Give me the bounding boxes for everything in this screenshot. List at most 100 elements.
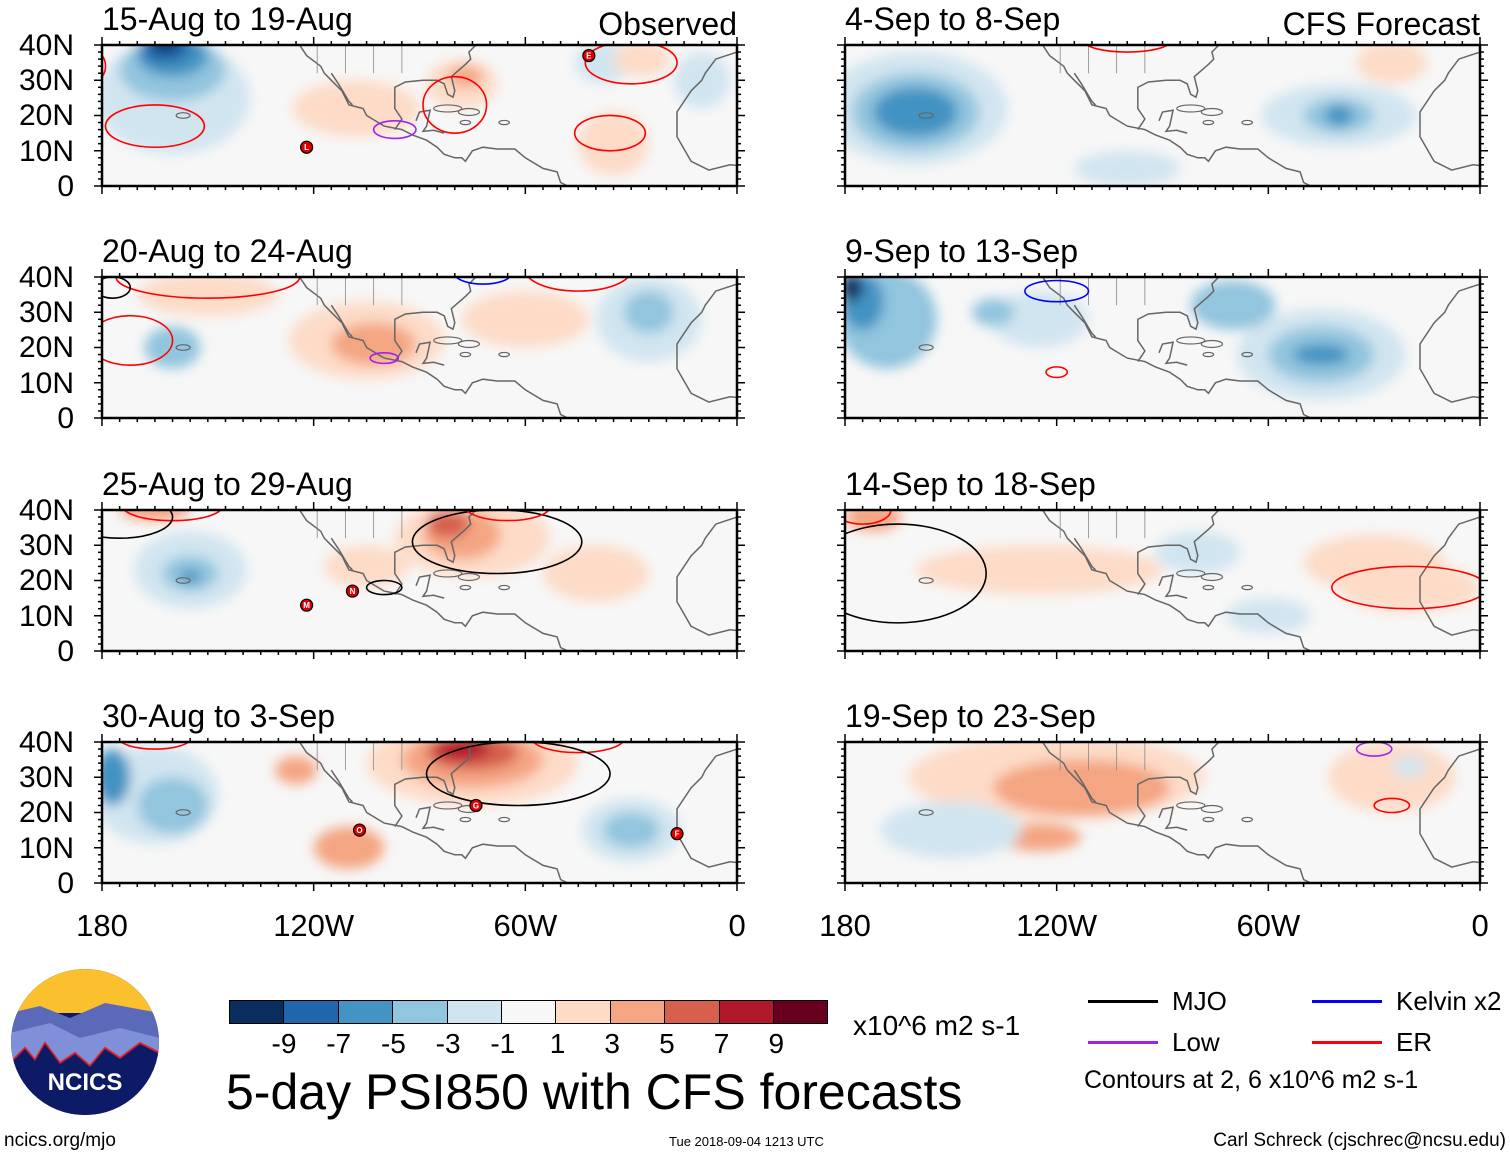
y-tick-label: 20N [18,99,74,133]
ncics-logo: NCICS [10,968,160,1116]
field-shading [971,298,1015,327]
colorbar-swatch [338,1001,394,1023]
contour-er [104,104,206,149]
contour-er [102,314,174,366]
y-tick-label: 0 [57,634,74,668]
panel-title: 9-Sep to 13-Sep [845,233,1079,269]
island [498,351,511,358]
panel-title: 20-Aug to 24-Aug [102,233,353,269]
coastline [1419,516,1480,636]
island [433,801,463,810]
colorbar-swatch [773,1001,828,1023]
coastline [415,341,445,366]
coastline [1158,806,1188,831]
coastline [1073,72,1097,106]
coastline [394,510,478,596]
island [1200,804,1223,814]
storm-marker[interactable]: L [300,140,314,154]
colorbar [229,1000,829,1024]
island [1202,584,1215,591]
x-tick-label: 0 [1471,908,1489,943]
footer-url[interactable]: ncics.org/mjo [4,1130,116,1151]
psi850-map-panel [94,269,745,426]
island [459,119,472,126]
island [1176,104,1206,113]
colorbar-tick-label: -5 [380,1028,406,1059]
field-shading [461,291,589,348]
field-shading [433,742,491,760]
svg-text:M: M [303,601,310,610]
island [1202,351,1215,358]
storm-marker[interactable]: N [345,584,360,598]
colorbar-swatch [447,1001,502,1023]
field-shading [873,87,958,137]
coastline [1137,45,1221,131]
legend-er: ER [1312,1027,1432,1058]
y-tick-label: 20N [18,564,74,598]
colorbar-tick-label: -1 [490,1028,516,1059]
island [918,112,934,119]
field-shading [179,569,201,585]
y-tick-label: 30N [18,529,74,563]
coastline [394,277,478,363]
island [498,584,511,591]
coastline [298,510,569,651]
contour-mjo [365,579,403,596]
field-shading [137,277,279,316]
contour-kelvin [1024,279,1090,303]
legend-mjo: MJO [1088,986,1227,1017]
coastline [415,574,445,599]
main-title: 5-day PSI850 with CFS forecasts [226,1064,963,1120]
colorbar-swatch [284,1001,339,1023]
field-shading [1155,531,1241,574]
storm-marker[interactable]: F [670,827,684,841]
field-shading [152,45,179,53]
field-shading [989,291,1089,348]
contour-note: Contours at 2, 6 x10^6 m2 s-1 [1084,1066,1419,1094]
storm-marker[interactable]: E [582,48,596,63]
coastline [1137,510,1221,596]
island [459,584,472,591]
colorbar-swatch [719,1001,774,1023]
field-shading [845,277,863,302]
coastline [676,51,737,171]
y-tick-label: 0 [57,169,74,203]
colorbar-tick-label: 5 [659,1028,675,1059]
storm-marker[interactable]: O [352,823,367,837]
legend-low: Low [1088,1027,1220,1058]
colorbar-tick-label: -9 [271,1028,297,1059]
coastline [1041,742,1312,883]
contour-er [465,510,550,522]
y-tick-label: 30N [18,64,74,98]
storm-marker[interactable]: G [469,798,483,813]
colorbar-tick-label: 9 [768,1028,785,1059]
svg-text:O: O [356,826,362,835]
island [918,577,934,584]
coastline [1419,51,1480,171]
island [433,336,463,345]
storm-marker[interactable]: M [300,598,314,612]
field-shading [102,749,131,806]
y-tick-label: 10N [18,134,74,168]
coastline [676,748,737,868]
contour-er [1331,565,1480,610]
svg-text:F: F [675,830,680,839]
field-shading [1324,104,1354,127]
contour-er [422,75,488,134]
coastline [330,537,354,571]
contour-er [532,742,624,754]
coastline [394,45,478,131]
psi850-map-panel [837,37,1488,194]
psi850-map-panel: O G F [94,734,745,891]
island [459,816,472,823]
field-shading [274,756,318,785]
y-tick-label: 30N [18,761,74,795]
y-tick-label: 20N [18,796,74,830]
colorbar-swatch [556,1001,611,1023]
field-shading [1225,598,1311,634]
contour-low [369,351,400,365]
field-shading [1356,45,1428,84]
island [1176,801,1206,810]
contour-er [845,510,892,525]
contour-er [102,54,107,78]
